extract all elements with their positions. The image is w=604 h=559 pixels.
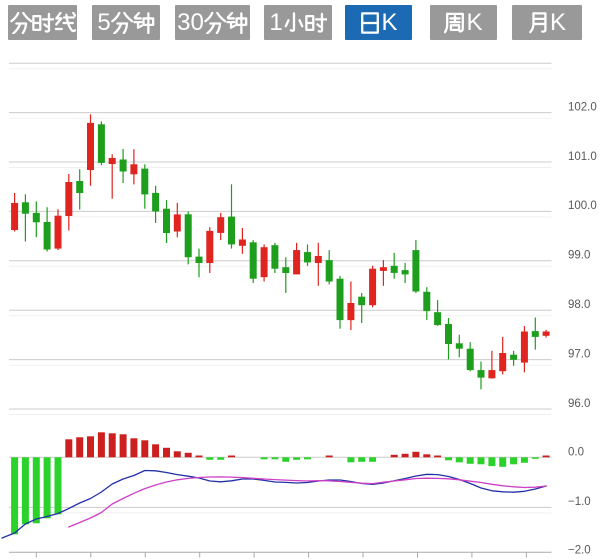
svg-text:−2.0: −2.0 <box>568 545 591 557</box>
svg-text:−1.0: −1.0 <box>568 496 591 508</box>
svg-text:97.0: 97.0 <box>568 348 590 360</box>
svg-text:96.0: 96.0 <box>568 398 590 410</box>
svg-text:100.0: 100.0 <box>568 200 597 212</box>
svg-text:102.0: 102.0 <box>568 101 597 113</box>
svg-text:0.0: 0.0 <box>568 446 584 458</box>
svg-text:101.0: 101.0 <box>568 151 597 163</box>
svg-text:98.0: 98.0 <box>568 299 590 311</box>
svg-text:99.0: 99.0 <box>568 250 590 262</box>
